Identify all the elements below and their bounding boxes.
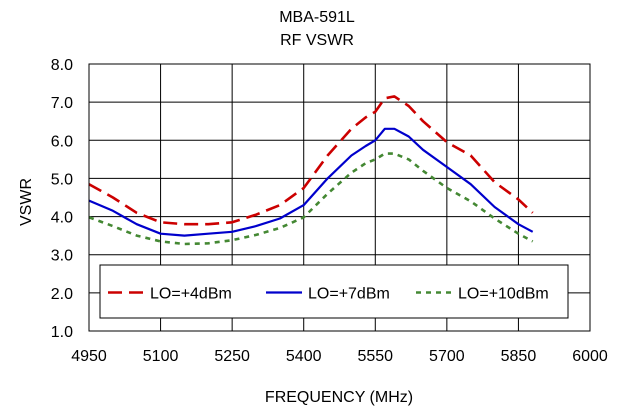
series-line: [88, 95, 534, 226]
series-layer: [88, 95, 534, 246]
y-tick-label: 8.0: [51, 57, 73, 74]
y-tick-label: 4.0: [51, 210, 73, 227]
series-line: [88, 152, 534, 246]
chart-subtitle: RF VSWR: [280, 32, 354, 49]
legend-label: LO=+4dBm: [150, 286, 232, 303]
y-tick-label: 6.0: [51, 133, 73, 150]
x-tick-labels: 4950 5100 5250 5400 5550 5700 5850 6000: [71, 348, 608, 365]
series-line: [88, 127, 534, 237]
x-tick-label: 5550: [357, 348, 393, 365]
x-tick-label: 5850: [501, 348, 537, 365]
y-axis-title: VSWR: [18, 178, 35, 226]
x-tick-label: 5400: [286, 348, 322, 365]
y-tick-label: 3.0: [51, 248, 73, 265]
plot-frame: [88, 63, 591, 332]
x-tick-label: 5700: [429, 348, 465, 365]
x-tick-label: 4950: [71, 348, 107, 365]
x-tick-label: 5250: [214, 348, 250, 365]
x-axis-title: FREQUENCY (MHz): [265, 389, 413, 406]
legend-label: LO=+7dBm: [308, 286, 390, 303]
y-tick-label: 7.0: [51, 95, 73, 112]
legend: LO=+4dBm LO=+7dBm LO=+10dBm: [99, 264, 569, 319]
y-tick-label: 1.0: [51, 324, 73, 341]
legend-label: LO=+10dBm: [458, 286, 549, 303]
y-tick-label: 5.0: [51, 171, 73, 188]
legend-box: [99, 264, 569, 319]
y-tick-label: 2.0: [51, 286, 73, 303]
chart-title: MBA-591L: [279, 9, 355, 26]
x-tick-label: 5100: [143, 348, 179, 365]
x-tick-label: 6000: [572, 348, 608, 365]
y-tick-labels: 1.0 2.0 3.0 4.0 5.0 6.0 7.0 8.0: [51, 57, 73, 341]
